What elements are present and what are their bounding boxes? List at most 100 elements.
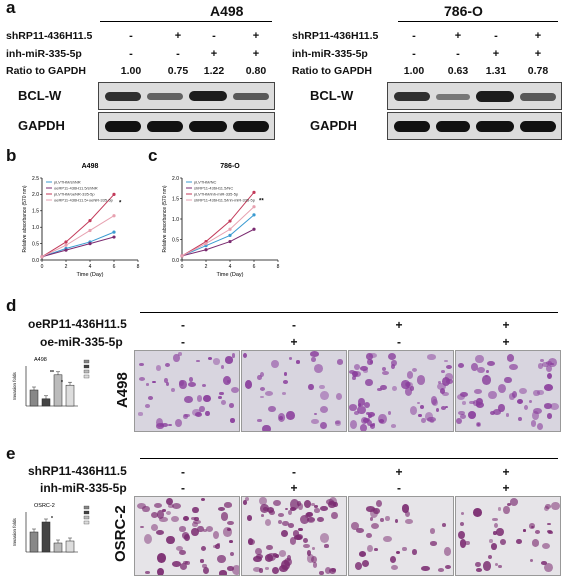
chart-b-ylabel: Relative absorbance (570 nm) — [22, 185, 28, 252]
a-right-bclw-band-4 — [520, 93, 556, 101]
cell-blob — [145, 404, 150, 409]
d-micrograph-1 — [134, 350, 240, 432]
cell-blob — [229, 551, 235, 557]
cell-blob — [303, 543, 311, 549]
cell-blob — [488, 539, 493, 543]
cell-blob — [530, 420, 537, 428]
cell-blob — [226, 565, 235, 571]
cell-blob — [349, 404, 358, 411]
chart-d-legend-swatch-2 — [83, 369, 90, 374]
cell-blob — [482, 374, 491, 385]
a-right-r1-s3: - — [494, 30, 498, 42]
cell-blob — [548, 531, 553, 535]
a-right-bclw-band-3 — [476, 91, 514, 102]
chart-c-series-3-point-1 — [204, 242, 208, 246]
cell-blob — [359, 365, 368, 371]
cell-blob — [223, 375, 232, 386]
cell-blob — [179, 526, 186, 532]
a-left-blot1-label: BCL-W — [18, 88, 62, 103]
cell-blob — [268, 509, 275, 515]
cell-blob — [297, 527, 303, 532]
cell-blob — [207, 357, 213, 361]
chart-c-xtick-label-0: 0 — [181, 264, 184, 270]
cell-blob — [262, 424, 271, 431]
cell-blob — [497, 507, 502, 511]
cell-blob — [468, 411, 476, 419]
chart-c-xtick-label-2: 4 — [229, 264, 232, 270]
cell-blob — [537, 363, 544, 369]
cell-blob — [416, 375, 426, 385]
cell-blob — [441, 406, 447, 411]
cell-blob — [489, 410, 496, 416]
cell-blob — [406, 371, 414, 380]
panel-e-label: e — [6, 444, 16, 463]
a-right-gapdh-band-2 — [436, 121, 470, 132]
a-left-header-rule — [100, 21, 272, 22]
cell-blob — [357, 406, 366, 415]
cell-blob — [430, 418, 434, 423]
cell-blob — [171, 503, 181, 510]
cell-blob — [362, 369, 368, 373]
cell-blob — [535, 530, 540, 535]
cell-blob — [306, 512, 313, 518]
cell-blob — [485, 369, 489, 374]
cell-blob — [388, 411, 392, 415]
a-left-r1-s1: - — [129, 30, 133, 42]
chart-e-annotation-0: * — [51, 516, 53, 522]
cell-blob — [319, 406, 329, 414]
cell-blob — [159, 423, 164, 428]
chart-e-legend-swatch-0 — [83, 505, 90, 510]
a-left-ratio-3: 1.22 — [203, 65, 225, 77]
cell-blob — [419, 404, 424, 409]
chart-c-ytick-label-4: 2.0 — [172, 176, 179, 182]
chart-b-xlabel: Time (Day) — [77, 272, 104, 278]
d-micrograph-2 — [241, 350, 347, 432]
cell-blob — [246, 515, 252, 521]
cell-blob — [333, 501, 338, 507]
cell-blob — [274, 553, 280, 558]
panel-a-label: a — [6, 0, 16, 17]
cell-blob — [477, 366, 485, 374]
cell-blob — [264, 554, 274, 562]
cell-blob — [367, 417, 371, 421]
cell-blob — [220, 364, 225, 369]
cell-blob — [155, 364, 162, 371]
chart-c-series-3-line — [181, 206, 255, 257]
chart-c-series-1-point-3 — [252, 227, 256, 231]
cell-blob — [411, 549, 417, 555]
cell-blob — [357, 402, 362, 408]
cell-blob — [273, 500, 281, 507]
e-micrograph-4 — [455, 496, 561, 576]
cell-blob — [324, 566, 332, 574]
cell-blob — [165, 510, 171, 515]
chart-d-annotation-0: ** — [50, 370, 54, 376]
chart-d-legend-swatch-1 — [83, 364, 90, 369]
cell-blob — [420, 565, 430, 572]
cell-blob — [248, 539, 255, 546]
cell-blob — [533, 389, 540, 397]
cell-blob — [267, 506, 275, 513]
cell-blob — [457, 363, 465, 369]
chart-b-xtick-label-4: 8 — [137, 264, 140, 270]
chart-c-annotation: ** — [259, 198, 264, 204]
cell-blob — [509, 363, 518, 371]
chart-c-xlabel: Time (Day) — [217, 272, 244, 278]
a-left-ratio-1: 1.00 — [120, 65, 142, 77]
chart-e-bar-3 — [65, 540, 75, 553]
cell-blob — [288, 357, 293, 360]
cell-blob — [349, 420, 357, 430]
cell-blob — [254, 547, 262, 555]
cell-blob — [175, 545, 184, 552]
a-right-header-rule — [398, 21, 558, 22]
chart-c: 786-O 0 2 4 6 8 0.0 0.5 1.0 1.5 2.0 Time (Day) Relat… — [162, 163, 280, 278]
cell-blob — [179, 550, 186, 555]
chart-c-series-0-point-3 — [252, 213, 256, 217]
cell-blob — [172, 561, 181, 567]
cell-blob — [165, 363, 170, 368]
chart-e-legend-swatch-2 — [83, 515, 90, 520]
cell-blob — [418, 413, 422, 418]
cell-blob — [320, 421, 327, 429]
cell-blob — [376, 500, 383, 508]
cell-blob — [443, 547, 451, 556]
cell-blob — [285, 507, 289, 510]
